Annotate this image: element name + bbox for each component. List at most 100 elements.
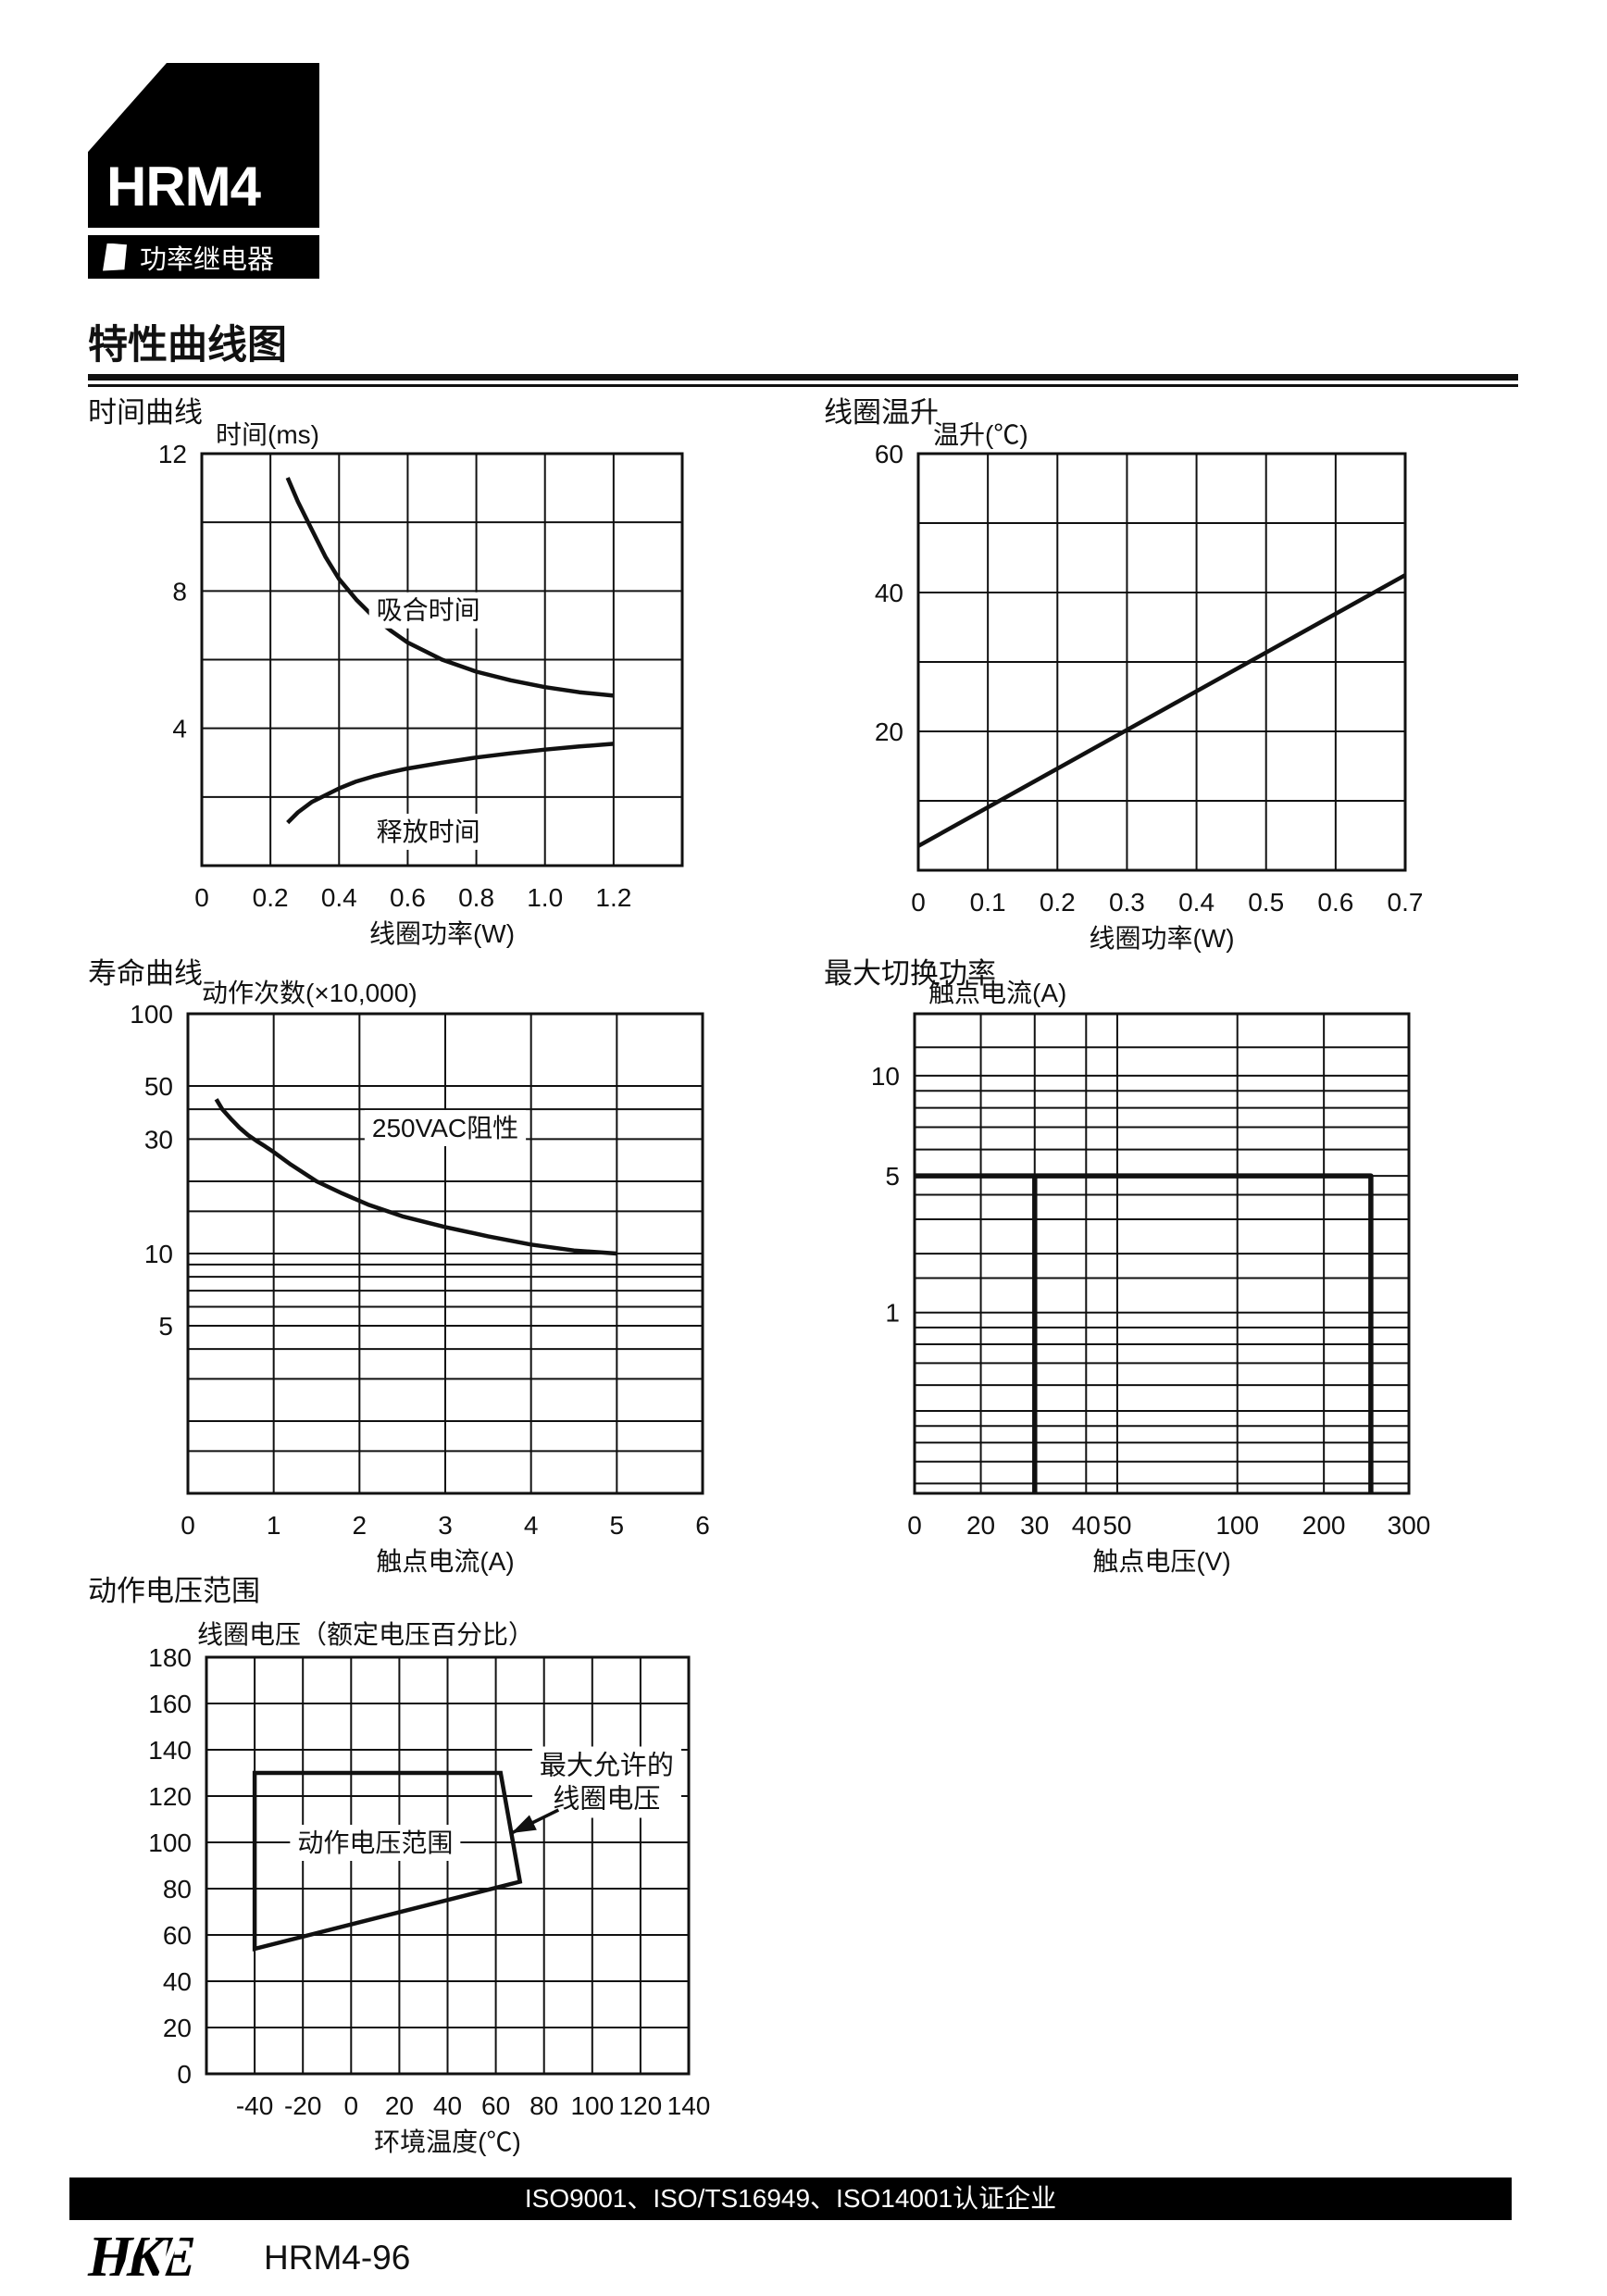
svg-text:20: 20 xyxy=(875,718,903,746)
svg-text:250VAC阻性: 250VAC阻性 xyxy=(372,1114,518,1142)
coil-temp-plot: 60 40 20 0 0.1 0.2 0.3 0.4 0.5 0.6 0.7 xyxy=(875,440,1424,917)
svg-text:50: 50 xyxy=(144,1072,173,1101)
svg-text:60: 60 xyxy=(875,440,903,468)
product-category-bar: 功率继电器 xyxy=(88,235,319,279)
svg-text:0: 0 xyxy=(907,1511,922,1540)
y-axis-title-temp-rise: 温升(℃) xyxy=(933,420,1028,449)
svg-text:0.5: 0.5 xyxy=(1248,888,1284,917)
svg-text:4: 4 xyxy=(172,715,187,743)
svg-text:0.8: 0.8 xyxy=(458,883,494,912)
svg-text:3: 3 xyxy=(438,1511,453,1540)
svg-text:30: 30 xyxy=(1020,1511,1049,1540)
svg-text:-40: -40 xyxy=(236,2091,273,2120)
svg-text:0: 0 xyxy=(911,888,926,917)
page-title: 特性曲线图 xyxy=(88,323,287,368)
svg-text:180: 180 xyxy=(148,1643,192,1672)
svg-text:100: 100 xyxy=(570,2091,614,2120)
svg-text:吸合时间: 吸合时间 xyxy=(377,596,480,625)
hke-logo: HKE xyxy=(88,2227,245,2287)
svg-text:80: 80 xyxy=(163,1875,192,1903)
section-title-coil-temp: 线圈温升 xyxy=(824,396,939,429)
svg-text:120: 120 xyxy=(148,1782,192,1811)
section-title-max-switching: 最大切换功率 xyxy=(824,957,996,990)
svg-text:20: 20 xyxy=(966,1511,995,1540)
y-axis-title-contact-current: 触点电流(A) xyxy=(928,979,1067,1007)
svg-text:5: 5 xyxy=(885,1162,900,1191)
svg-text:40: 40 xyxy=(163,1967,192,1996)
svg-text:140: 140 xyxy=(667,2091,711,2120)
x-axis-title-coil-power-2: 线圈功率(W) xyxy=(1089,924,1235,953)
title-rule-thin xyxy=(88,384,1518,387)
svg-text:20: 20 xyxy=(163,2014,192,2042)
svg-text:1.0: 1.0 xyxy=(527,883,563,912)
svg-text:0: 0 xyxy=(177,2060,192,2089)
svg-text:2: 2 xyxy=(353,1511,367,1540)
svg-text:160: 160 xyxy=(148,1690,192,1718)
document-code: HRM4-96 xyxy=(264,2239,411,2277)
svg-text:40: 40 xyxy=(433,2091,462,2120)
svg-text:40: 40 xyxy=(1072,1511,1101,1540)
svg-text:动作电压范围: 动作电压范围 xyxy=(297,1828,453,1857)
svg-text:0.6: 0.6 xyxy=(1317,888,1353,917)
certification-bar: ISO9001、ISO/TS16949、ISO14001认证企业 xyxy=(69,2177,1512,2220)
svg-text:0.3: 0.3 xyxy=(1109,888,1145,917)
svg-text:0.4: 0.4 xyxy=(1178,888,1215,917)
svg-text:1: 1 xyxy=(267,1511,281,1540)
svg-text:4: 4 xyxy=(524,1511,539,1540)
relay-icon xyxy=(103,243,127,271)
hrm4-logo-text: HRM4 xyxy=(106,156,261,218)
x-axis-title-coil-power-1: 线圈功率(W) xyxy=(368,919,516,948)
y-axis-title-operations: 动作次数(×10,000) xyxy=(202,979,417,1007)
x-axis-title-contact-current: 触点电流(A) xyxy=(376,1547,515,1576)
svg-text:8: 8 xyxy=(172,577,187,605)
svg-text:0.1: 0.1 xyxy=(970,888,1006,917)
svg-text:线圈电压: 线圈电压 xyxy=(553,1784,660,1815)
svg-text:10: 10 xyxy=(144,1240,173,1268)
svg-text:200: 200 xyxy=(1302,1511,1346,1540)
x-axis-title-ambient-temp: 环境温度(℃) xyxy=(374,2128,521,2156)
product-category-label: 功率继电器 xyxy=(140,244,275,275)
svg-text:140: 140 xyxy=(148,1736,192,1765)
y-axis-title-time: 时间(ms) xyxy=(216,420,319,449)
x-axis-title-contact-voltage: 触点电压(V) xyxy=(1092,1547,1231,1576)
svg-text:120: 120 xyxy=(619,2091,663,2120)
section-title-time-curves: 时间曲线 xyxy=(88,396,203,429)
svg-text:20: 20 xyxy=(385,2091,414,2120)
section-title-life-curve: 寿命曲线 xyxy=(88,957,203,990)
svg-text:0: 0 xyxy=(181,1511,195,1540)
svg-text:0.6: 0.6 xyxy=(390,883,426,912)
svg-text:1: 1 xyxy=(885,1299,900,1328)
svg-text:30: 30 xyxy=(144,1125,173,1154)
svg-text:50: 50 xyxy=(1102,1511,1131,1540)
svg-text:100: 100 xyxy=(148,1828,192,1857)
svg-text:0.2: 0.2 xyxy=(253,883,289,912)
y-axis-title-coil-voltage: 线圈电压（额定电压百分比） xyxy=(197,1620,535,1649)
svg-text:5: 5 xyxy=(158,1312,173,1341)
svg-text:6: 6 xyxy=(695,1511,710,1540)
svg-text:1.2: 1.2 xyxy=(595,883,631,912)
svg-text:10: 10 xyxy=(871,1062,900,1091)
svg-text:40: 40 xyxy=(875,579,903,607)
svg-text:60: 60 xyxy=(163,1921,192,1950)
svg-text:60: 60 xyxy=(481,2091,510,2120)
svg-text:5: 5 xyxy=(610,1511,625,1540)
hrm4-logo: HRM4 xyxy=(88,63,319,228)
svg-text:0.4: 0.4 xyxy=(321,883,357,912)
svg-text:0.2: 0.2 xyxy=(1040,888,1076,917)
svg-text:最大允许的: 最大允许的 xyxy=(540,1751,674,1781)
svg-text:0: 0 xyxy=(344,2091,359,2120)
svg-text:100: 100 xyxy=(130,1000,173,1029)
svg-text:300: 300 xyxy=(1388,1511,1431,1540)
svg-text:-20: -20 xyxy=(284,2091,321,2120)
section-title-voltage-range: 动作电压范围 xyxy=(88,1575,260,1607)
svg-text:0: 0 xyxy=(194,883,209,912)
svg-text:释放时间: 释放时间 xyxy=(377,817,480,846)
svg-text:100: 100 xyxy=(1215,1511,1259,1540)
svg-text:80: 80 xyxy=(529,2091,558,2120)
svg-text:0.7: 0.7 xyxy=(1388,888,1424,917)
